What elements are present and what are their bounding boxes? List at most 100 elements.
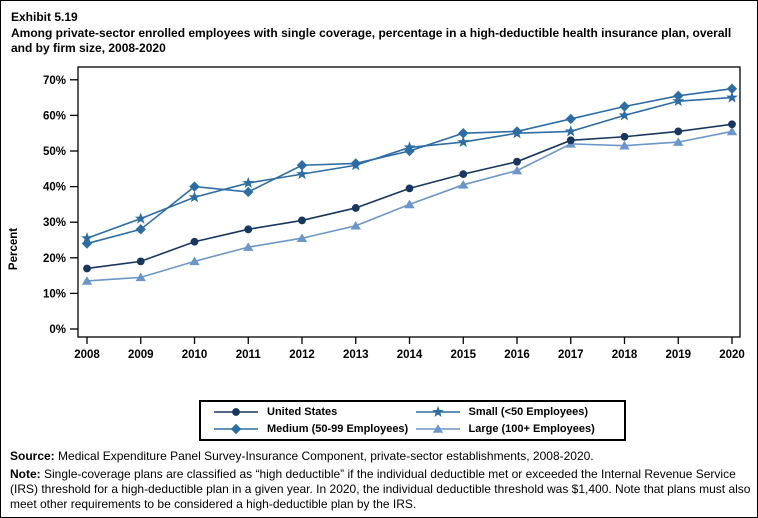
chart-legend: United States Medium (50-99 Employees) Sma… [199,400,626,441]
legend-item-small-50-employees: Small (<50 Employees) [415,405,617,419]
data-point-marker [405,184,414,193]
data-point-marker [457,135,470,148]
data-point-marker [244,225,253,234]
chart-title: Among private-sector enrolled employees … [11,25,732,55]
data-point-marker [189,181,200,192]
source-label: Source: [10,449,55,463]
x-tick-label: 2018 [612,349,638,361]
data-point-marker [242,176,255,189]
y-tick-label: 10% [43,288,66,300]
data-point-marker [564,125,577,137]
y-axis: 0% 10% 20% 30% 40% 50% 60% 70% Percent [8,75,78,336]
data-point-marker [673,137,684,146]
data-point-marker [189,256,200,266]
y-tick-label: 20% [43,253,66,265]
legend-item-medium-50-99-employees: Medium (50-99 Employees) [213,422,415,436]
legend-marker-star-icon [415,406,460,418]
series-medium-50-99-employees [81,83,738,249]
data-point-marker [459,170,468,179]
source-note: Source: Medical Expenditure Panel Survey… [10,449,752,464]
y-tick-label: 0% [49,324,66,336]
data-point-marker [458,180,469,189]
data-point-marker [565,113,576,125]
data-point-marker [511,127,523,139]
x-tick-label: 2019 [665,349,691,361]
data-point-marker [620,132,629,141]
x-tick-label: 2010 [182,349,208,361]
y-tick-label: 70% [43,75,66,87]
note-label: Note: [10,467,41,482]
data-point-marker [404,199,415,209]
data-point-marker [134,212,147,224]
y-tick-label: 60% [43,110,66,122]
legend-item-united-states: United States [213,405,415,419]
x-tick-label: 2013 [343,349,369,361]
series-line [86,96,733,239]
data-point-marker [350,220,361,230]
y-tick-label: 40% [43,182,66,194]
data-point-marker [81,232,93,244]
data-point-marker [296,233,308,243]
data-point-marker [726,83,738,94]
data-point-marker [513,157,521,166]
data-point-marker [566,136,575,145]
data-point-marker [403,141,416,153]
title-block: Exhibit 5.19 Among private-sector enroll… [11,10,749,56]
x-tick-label: 2009 [128,349,154,361]
legend-marker-circle-icon [214,408,258,417]
data-point-marker [619,140,630,150]
data-point-marker [351,204,360,212]
note-text: Single-coverage plans are classified as … [10,467,751,512]
data-point-marker [135,224,146,235]
legend-marker-triangle-icon [415,423,460,433]
x-tick-label: 2015 [450,349,476,361]
data-point-marker [511,165,523,175]
series-united-states [83,120,736,273]
series-small-50-employees [81,91,738,244]
legend-label: Small (<50 Employees) [468,406,589,419]
legend-item-large-100-employees: Large (100+ Employees) [415,422,617,436]
x-tick-label: 2008 [74,349,100,361]
data-point-marker [81,276,93,285]
data-point-marker [81,238,93,249]
x-tick-label: 2012 [289,349,315,361]
data-point-marker [618,109,631,121]
x-tick-label: 2014 [397,349,423,361]
y-tick-label: 50% [43,146,66,158]
x-tick-label: 2016 [504,349,530,361]
legend-label: United States [267,406,338,419]
data-point-marker [458,128,469,139]
y-axis-title: Percent [8,228,20,270]
definition-note: Note: Single-coverage plans are classifi… [10,467,752,512]
x-tick-label: 2011 [236,349,262,361]
data-point-marker [619,101,630,112]
legend-marker-diamond-icon [214,423,258,434]
footnotes: Source: Medical Expenditure Panel Survey… [10,449,752,515]
y-tick-label: 30% [43,217,66,229]
data-point-marker [349,159,362,171]
x-axis: 2008 2009 2010 2011 2012 2013 2014 2015 2016 2017… [74,337,745,361]
data-point-marker [298,216,306,225]
legend-label: Large (100+ Employees) [468,422,595,435]
series-large-100-employees [81,126,738,285]
source-text: Medical Expenditure Panel Survey-Insuran… [54,449,594,463]
exhibit-number: Exhibit 5.19 [11,10,78,24]
data-point-marker [83,264,91,273]
data-point-marker [672,94,685,107]
data-point-marker [296,167,308,180]
data-point-marker [243,186,254,198]
data-point-marker [188,191,201,203]
data-point-marker [243,242,254,251]
x-tick-label: 2017 [558,349,584,361]
legend-label: Medium (50-99 Employees) [267,422,409,435]
data-point-marker [136,257,145,266]
data-point-marker [728,120,736,129]
data-point-marker [674,127,683,136]
data-point-marker [190,237,199,246]
data-point-marker [135,272,146,282]
data-point-marker [726,126,738,136]
x-tick-label: 2020 [719,349,745,361]
data-point-marker [296,160,308,171]
